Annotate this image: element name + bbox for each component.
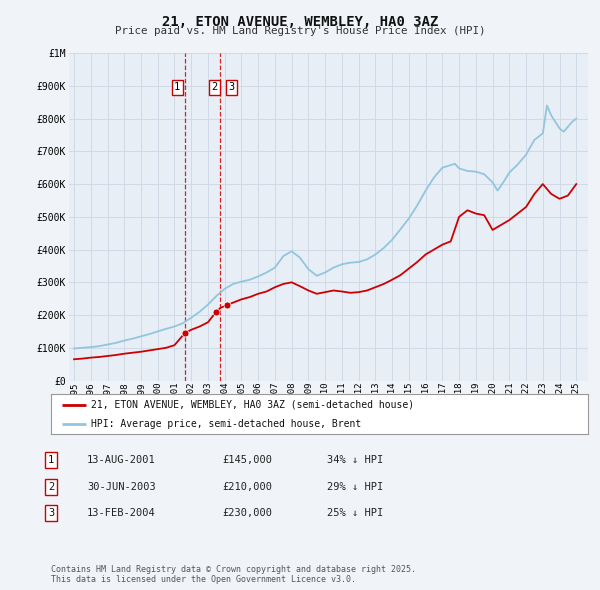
Text: 21, ETON AVENUE, WEMBLEY, HA0 3AZ: 21, ETON AVENUE, WEMBLEY, HA0 3AZ [162,15,438,29]
Text: 2: 2 [48,482,54,491]
Text: 13-AUG-2001: 13-AUG-2001 [87,455,156,465]
Text: £230,000: £230,000 [222,509,272,518]
Text: 2: 2 [211,83,218,93]
Text: 34% ↓ HPI: 34% ↓ HPI [327,455,383,465]
Text: £210,000: £210,000 [222,482,272,491]
Text: Contains HM Land Registry data © Crown copyright and database right 2025.
This d: Contains HM Land Registry data © Crown c… [51,565,416,584]
Text: 29% ↓ HPI: 29% ↓ HPI [327,482,383,491]
Text: £145,000: £145,000 [222,455,272,465]
Text: HPI: Average price, semi-detached house, Brent: HPI: Average price, semi-detached house,… [91,419,362,428]
Text: 1: 1 [174,83,181,93]
Text: 21, ETON AVENUE, WEMBLEY, HA0 3AZ (semi-detached house): 21, ETON AVENUE, WEMBLEY, HA0 3AZ (semi-… [91,400,415,410]
Text: 13-FEB-2004: 13-FEB-2004 [87,509,156,518]
Text: 3: 3 [229,83,235,93]
Text: 25% ↓ HPI: 25% ↓ HPI [327,509,383,518]
Text: 30-JUN-2003: 30-JUN-2003 [87,482,156,491]
Text: 3: 3 [48,509,54,518]
Text: 1: 1 [48,455,54,465]
Text: Price paid vs. HM Land Registry's House Price Index (HPI): Price paid vs. HM Land Registry's House … [115,26,485,36]
